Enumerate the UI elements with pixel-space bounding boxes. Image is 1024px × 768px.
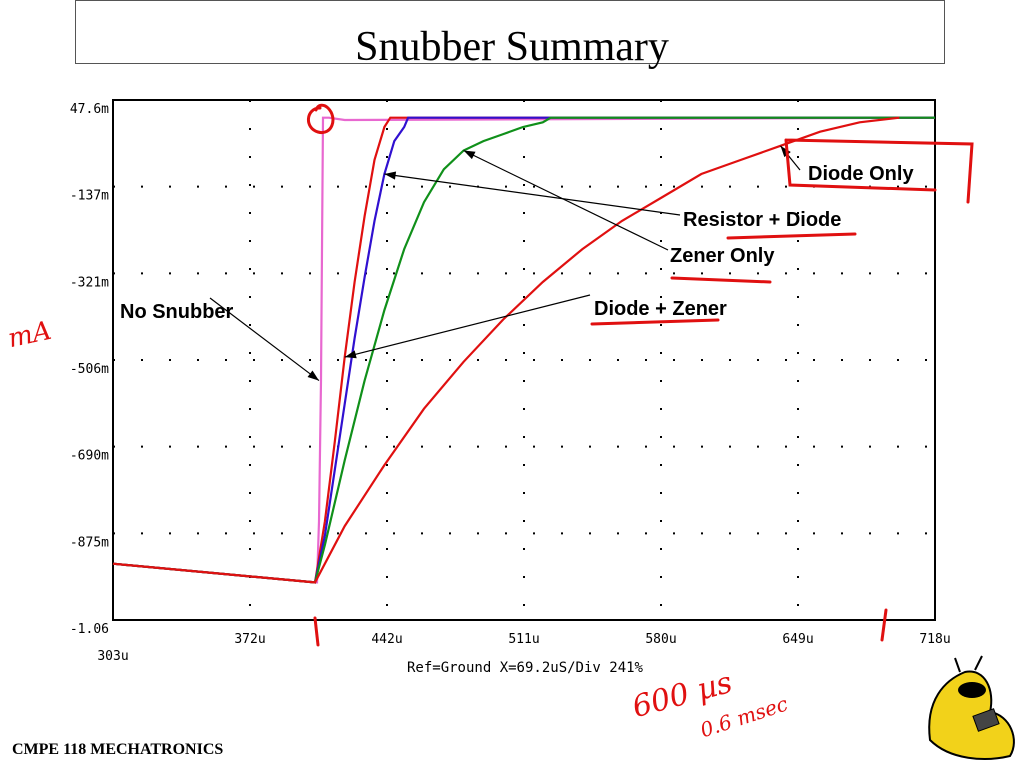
series-line-resistor-diode (112, 116, 935, 584)
y-tick-label: -137m (70, 189, 109, 204)
tick-labels: 303u 372u 442u 511u 580u 649u 718u 47.6m -137m -3… (70, 102, 951, 664)
annotation-arrowhead (384, 171, 397, 180)
annotation-label: Zener Only (670, 245, 775, 267)
handwritten-notes (307, 103, 974, 647)
annotations: No Snubber Diode + Zener Resistor + Diode Z… (120, 145, 914, 382)
x-tick-label: 372u (234, 632, 265, 647)
note-ma: mA (5, 316, 54, 354)
annotation-arrow (384, 173, 681, 216)
x-tick-label: 511u (508, 632, 539, 647)
start-mark (313, 616, 320, 647)
x-tick-label: 580u (645, 632, 676, 647)
annotation-arrow (463, 149, 669, 251)
annotation-arrow (344, 294, 591, 358)
series-line-no-snubber (112, 116, 936, 584)
x-tick-label: 649u (782, 632, 813, 647)
annotation-arrowhead (307, 370, 319, 381)
series-line-zener-only (112, 116, 935, 584)
annotation-label: Diode Only (808, 163, 914, 185)
annotation-label: Diode + Zener (594, 298, 727, 320)
y-tick-label: -321m (70, 275, 109, 290)
slide-footer: CMPE 118 MECHATRONICS (12, 741, 224, 758)
annotation-arrow (209, 297, 320, 382)
y-tick-label: 47.6m (70, 102, 109, 117)
slide-title: Snubber Summary (355, 24, 669, 70)
series-line-diode-zener (112, 116, 935, 584)
y-tick-label: -1.06 (70, 622, 109, 637)
annotation-label: Resistor + Diode (683, 209, 841, 231)
underline-zener-only (670, 276, 772, 284)
circle-mark (307, 103, 335, 135)
y-tick-label: -506m (70, 362, 109, 377)
end-mark (880, 608, 888, 642)
series-group (112, 116, 936, 584)
y-tick-label: -690m (70, 449, 109, 464)
diode-only-box (784, 138, 974, 204)
title-box (75, 0, 945, 64)
x-tick-label: 442u (371, 632, 402, 647)
underline-diode-zener (590, 318, 720, 326)
y-tick-label: -875m (70, 535, 109, 550)
underline-resistor-diode (726, 232, 857, 240)
annotation-arrowhead (463, 150, 476, 160)
x-tick-label: 303u (97, 649, 128, 664)
x-tick-label: 718u (919, 632, 950, 647)
slug-mascot (928, 655, 1015, 760)
x-axis-label: Ref=Ground X=69.2uS/Div 241% (407, 660, 644, 676)
annotation-arrowhead (344, 350, 357, 359)
annotation-label: No Snubber (120, 301, 234, 323)
